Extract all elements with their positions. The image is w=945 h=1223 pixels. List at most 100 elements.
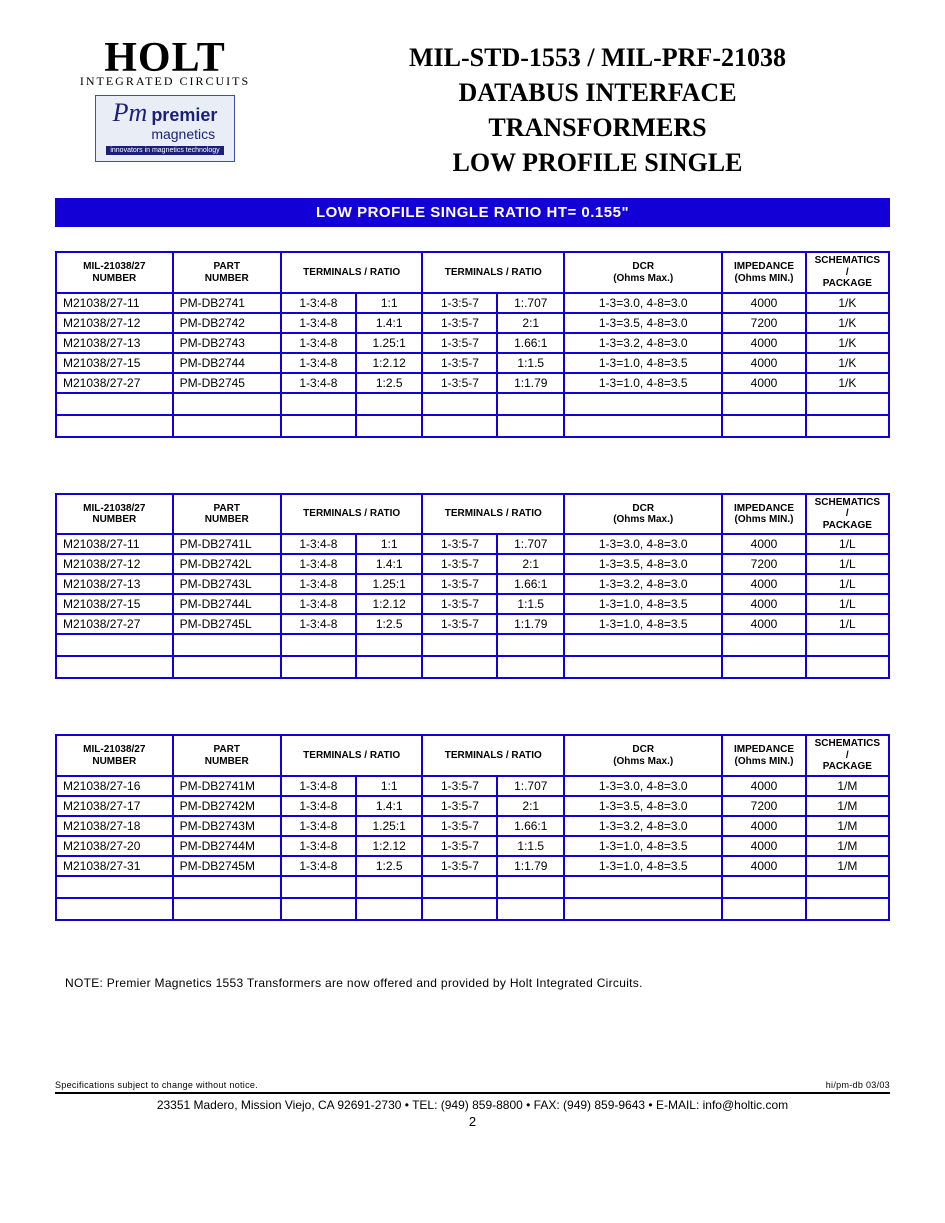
table-cell-empty <box>56 876 173 898</box>
table-cell: 1/K <box>806 373 889 393</box>
table-row: M21038/27-12PM-DB2742L1-3:4-81.4:11-3:5-… <box>56 554 889 574</box>
table-cell: 1/L <box>806 594 889 614</box>
table-cell: 1-3:5-7 <box>422 614 497 634</box>
table-row-empty <box>56 898 889 920</box>
table-cell: 1-3:5-7 <box>422 293 497 313</box>
table-cell: 1-3:5-7 <box>422 373 497 393</box>
table-cell-empty <box>56 393 173 415</box>
table-row: M21038/27-18PM-DB2743M1-3:4-81.25:11-3:5… <box>56 816 889 836</box>
column-header: IMPEDANCE(Ohms MIN.) <box>722 252 805 293</box>
table-cell: 1/K <box>806 293 889 313</box>
premier-word: premier <box>151 105 217 125</box>
table-cell: 1/K <box>806 333 889 353</box>
table-cell-empty <box>56 634 173 656</box>
magnetics-word: magnetics <box>151 126 215 142</box>
table-cell-empty <box>564 898 722 920</box>
column-header: DCR(Ohms Max.) <box>564 252 722 293</box>
table-cell: PM-DB2742M <box>173 796 281 816</box>
table-cell: 1.4:1 <box>356 796 423 816</box>
table-cell: M21038/27-15 <box>56 353 173 373</box>
table-cell: PM-DB2743 <box>173 333 281 353</box>
header: HOLT INTEGRATED CIRCUITS Pm premier magn… <box>55 40 890 180</box>
table-cell: 1.4:1 <box>356 313 423 333</box>
table-cell: 1-3=3.2, 4-8=3.0 <box>564 333 722 353</box>
address-line: 23351 Madero, Mission Viejo, CA 92691-27… <box>55 1098 890 1112</box>
table-cell: 4000 <box>722 614 805 634</box>
table-cell-empty <box>806 415 889 437</box>
table-cell-empty <box>806 393 889 415</box>
table-cell-empty <box>173 656 281 678</box>
spec-table-1: MIL-21038/27NUMBERPARTNUMBERTERMINALS / … <box>55 251 890 438</box>
column-header: TERMINALS / RATIO <box>422 735 564 776</box>
table-row: M21038/27-11PM-DB2741L1-3:4-81:11-3:5-71… <box>56 534 889 554</box>
table-cell: M21038/27-15 <box>56 594 173 614</box>
table-cell: 1.25:1 <box>356 574 423 594</box>
table-cell: 1-3:5-7 <box>422 594 497 614</box>
table-cell: 1-3:4-8 <box>281 614 356 634</box>
table-row-empty <box>56 415 889 437</box>
table-cell: 4000 <box>722 293 805 313</box>
table-row-empty <box>56 393 889 415</box>
column-header: TERMINALS / RATIO <box>422 252 564 293</box>
table-cell: M21038/27-12 <box>56 313 173 333</box>
table-cell-empty <box>806 898 889 920</box>
table-cell-empty <box>422 634 497 656</box>
table-cell-empty <box>356 656 423 678</box>
table-cell: 1:.707 <box>497 776 564 796</box>
table-cell: 1:1.79 <box>497 614 564 634</box>
table-cell-empty <box>564 393 722 415</box>
table-cell: 1/L <box>806 614 889 634</box>
table-cell-empty <box>356 898 423 920</box>
table-cell: 1-3=3.0, 4-8=3.0 <box>564 293 722 313</box>
table-cell: 1-3=1.0, 4-8=3.5 <box>564 856 722 876</box>
table-row-empty <box>56 634 889 656</box>
table-cell-empty <box>564 876 722 898</box>
page-title: MIL-STD-1553 / MIL-PRF-21038 DATABUS INT… <box>305 40 890 180</box>
table-cell: 1-3:5-7 <box>422 313 497 333</box>
table-cell: PM-DB2743M <box>173 816 281 836</box>
page-number: 2 <box>55 1114 890 1129</box>
table-row: M21038/27-27PM-DB2745L1-3:4-81:2.51-3:5-… <box>56 614 889 634</box>
table-cell-empty <box>722 393 805 415</box>
table-cell: 1-3:4-8 <box>281 796 356 816</box>
table-cell: 4000 <box>722 353 805 373</box>
table-cell: 1-3:5-7 <box>422 776 497 796</box>
table-row: M21038/27-31PM-DB2745M1-3:4-81:2.51-3:5-… <box>56 856 889 876</box>
table-cell: 4000 <box>722 594 805 614</box>
table-cell: PM-DB2743L <box>173 574 281 594</box>
column-header: PARTNUMBER <box>173 252 281 293</box>
table-cell-empty <box>173 898 281 920</box>
table-cell: 1:1.79 <box>497 373 564 393</box>
table-cell: 1/M <box>806 776 889 796</box>
table-cell-empty <box>173 876 281 898</box>
table-cell-empty <box>497 898 564 920</box>
table-cell: 1-3:4-8 <box>281 373 356 393</box>
table-row: M21038/27-16PM-DB2741M1-3:4-81:11-3:5-71… <box>56 776 889 796</box>
table-cell: 1-3:5-7 <box>422 796 497 816</box>
table-cell: M21038/27-27 <box>56 614 173 634</box>
table-cell: PM-DB2744L <box>173 594 281 614</box>
table-cell: 1/L <box>806 554 889 574</box>
column-header: TERMINALS / RATIO <box>281 252 423 293</box>
table-cell: 1/M <box>806 836 889 856</box>
table-cell: 1-3:5-7 <box>422 534 497 554</box>
table-cell-empty <box>722 656 805 678</box>
table-cell: 1:2.5 <box>356 856 423 876</box>
table-cell: 1-3:5-7 <box>422 856 497 876</box>
table-cell: 1:1.5 <box>497 836 564 856</box>
table-cell: 1/K <box>806 313 889 333</box>
table-cell: 1-3:4-8 <box>281 293 356 313</box>
table-cell: 1-3:4-8 <box>281 856 356 876</box>
logo-block: HOLT INTEGRATED CIRCUITS Pm premier magn… <box>55 40 275 162</box>
table-cell: 4000 <box>722 856 805 876</box>
table-row: M21038/27-20PM-DB2744M1-3:4-81:2.121-3:5… <box>56 836 889 856</box>
table-cell: 1-3=3.5, 4-8=3.0 <box>564 796 722 816</box>
table-cell-empty <box>422 876 497 898</box>
table-cell: M21038/27-16 <box>56 776 173 796</box>
table-cell-empty <box>806 656 889 678</box>
column-header: DCR(Ohms Max.) <box>564 494 722 535</box>
column-header: TERMINALS / RATIO <box>281 494 423 535</box>
table-cell: 1-3:4-8 <box>281 594 356 614</box>
premier-strapline: innovators in magnetics technology <box>106 146 223 155</box>
holt-wordmark: HOLT <box>80 40 250 78</box>
